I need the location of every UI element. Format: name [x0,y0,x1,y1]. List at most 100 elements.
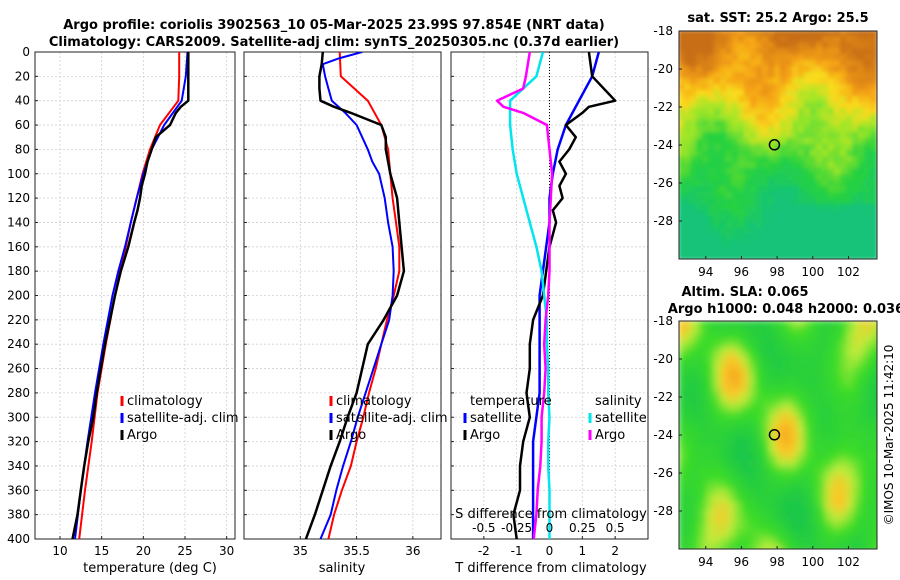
temperature-legend-0-label: climatology [127,394,203,409]
difference-legend-targo-label: Argo [470,428,500,443]
x-tick-label: 35 [293,544,308,558]
x-tick-label: -1 [511,544,523,558]
y-tick-label: 360 [7,483,30,497]
x-tick-label: 20 [136,544,151,558]
imos-timestamp: ©IMOS 10-Mar-2025 11:42:10 [882,345,896,526]
y-tick-label: 240 [7,337,30,351]
map-x-tick-label: 94 [698,265,713,279]
y-tick-label: 200 [7,289,30,303]
difference-legend-sargo-label: Argo [595,428,625,443]
difference-legend-tsat-label: satellite [470,411,522,426]
difference-legend-salinity-title: salinity [595,394,642,409]
y-tick-label: 100 [7,167,30,181]
difference-top-label: S difference from climatology [455,507,647,522]
sla-map-panel: 94 96 98 100 102 -18 -20 -22 -24 -26 -28 [653,314,878,569]
y-tick-label: 180 [7,264,30,278]
difference-temperature-satellite-line [531,52,601,539]
temperature-legend-2-label: Argo [127,428,157,443]
temperature-xlabel: temperature (deg C) [83,561,217,576]
x-tick-label: 2 [611,544,619,558]
x-tick-label: 35.5 [343,544,370,558]
map-y-tick-label: -18 [653,314,673,328]
x-tick-label: 0 [546,544,554,558]
salinity-argo-line [304,52,406,539]
sst-map-panel: 94 96 98 100 102 -18 -20 -22 -24 -26 -28 [653,24,878,279]
y-tick-label: 400 [7,532,30,546]
y-tick-label: 340 [7,459,30,473]
salinity-legend-2-label: Argo [336,428,366,443]
map-y-tick-label: -22 [653,100,673,114]
x-tick-label: -2 [478,544,490,558]
s-tick-label: -0.25 [501,521,532,535]
salinity-legend-1-label: satellite-adj. clim [336,411,448,426]
temperature-panel: 0 20 40 60 80 100 120 140 160 180 200 220 240 260 280 3… [7,45,239,558]
salinity-xlabel: salinity [319,561,366,576]
difference-temperature-argo-line [512,52,617,539]
y-tick-label: 280 [7,386,30,400]
y-tick-label: 20 [15,69,30,83]
map-y-tick-label: -20 [653,62,673,76]
sla-map-title-line1: Altim. SLA: 0.065 [682,285,809,300]
argo-location-marker [768,429,781,441]
temperature-legend-1-label: satellite-adj. clim [127,411,239,426]
y-tick-label: 300 [7,410,30,424]
difference-xlabel: T difference from climatology [454,561,647,576]
x-tick-label: 25 [177,544,192,558]
y-tick-label: 220 [7,313,30,327]
map-x-tick-label: 100 [801,265,824,279]
y-tick-label: 40 [15,94,30,108]
map-x-tick-label: 96 [734,555,749,569]
x-tick-label: 15 [94,544,109,558]
sst-map-title: sat. SST: 25.2 Argo: 25.5 [687,11,868,26]
y-tick-label: 320 [7,435,30,449]
map-y-tick-label: -22 [653,390,673,404]
salinity-satellite-line [319,52,395,539]
y-tick-label: 140 [7,215,30,229]
map-y-tick-label: -18 [653,24,673,38]
map-x-tick-label: 102 [837,555,860,569]
x-tick-label: 10 [52,544,67,558]
map-x-tick-label: 94 [698,555,713,569]
temperature-satellite-line [74,52,189,539]
map-y-tick-label: -28 [653,214,673,228]
s-tick-label: 0.25 [569,521,596,535]
salinity-legend-0-label: climatology [336,394,412,409]
y-tick-label: 0 [22,45,30,59]
y-tick-label: 120 [7,191,30,205]
map-field [679,31,877,259]
figure-title-line1: Argo profile: coriolis 3902563_10 05-Mar… [63,18,605,33]
y-tick-label: 60 [15,118,30,132]
argo-location-marker [768,139,781,151]
s-tick-label: 0.5 [606,521,625,535]
s-tick-label: -0.5 [472,521,495,535]
map-field [679,321,877,549]
x-tick-label: 36 [405,544,420,558]
y-tick-label: 380 [7,508,30,522]
difference-legend-ssat-label: satellite [595,411,647,426]
figure-title-line2: Climatology: CARS2009. Satellite-adj cli… [49,35,619,50]
temperature-argo-line [71,52,190,539]
map-x-tick-label: 98 [769,555,784,569]
map-y-tick-label: -26 [653,176,673,190]
map-y-tick-label: -24 [653,428,673,442]
map-y-tick-label: -26 [653,466,673,480]
map-x-tick-label: 102 [837,265,860,279]
difference-salinity-argo-line [495,52,554,539]
y-tick-label: 80 [15,142,30,156]
y-tick-label: 160 [7,240,30,254]
difference-legend-temperature-title: temperature [470,394,552,409]
map-x-tick-label: 96 [734,265,749,279]
s-tick-label: 0 [546,521,554,535]
map-x-tick-label: 100 [801,555,824,569]
salinity-panel: 35 35.5 36 climatology satellite-adj. clim Ar… [243,51,448,558]
map-y-tick-label: -24 [653,138,673,152]
map-y-tick-label: -20 [653,352,673,366]
x-tick-label: 1 [579,544,587,558]
map-y-tick-label: -28 [653,504,673,518]
x-tick-label: 30 [219,544,234,558]
difference-salinity-satellite-line [508,52,551,539]
sla-map-title-line2: Argo h1000: 0.048 h2000: 0.036 [668,302,900,317]
y-tick-label: 260 [7,362,30,376]
